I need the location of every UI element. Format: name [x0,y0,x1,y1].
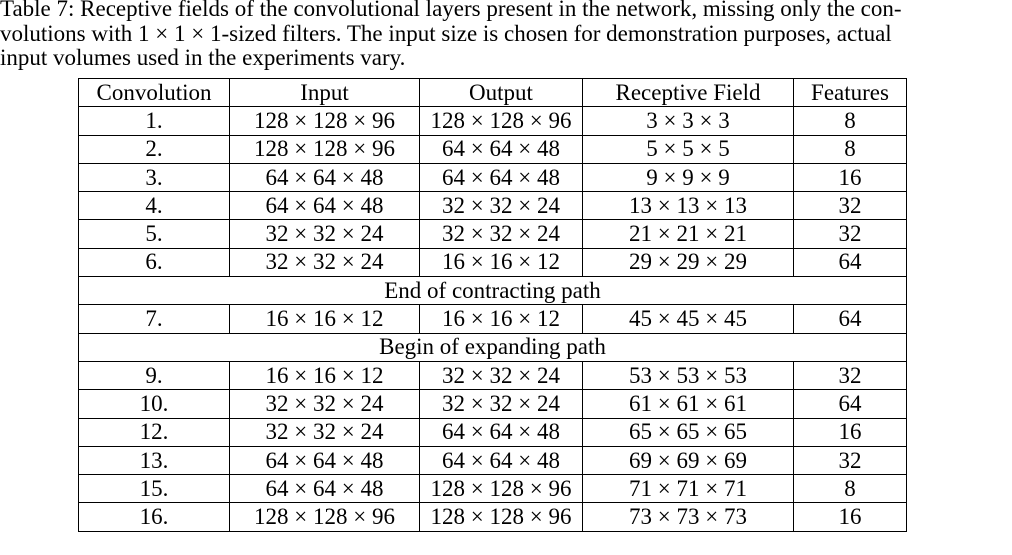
cell-output: 32 × 32 × 24 [419,360,583,391]
cell-receptive-field: 71 × 71 × 71 [582,474,794,504]
table-caption: Table 7: Receptive fields of the convolu… [0,0,1010,71]
cell-output: 64 × 64 × 48 [419,445,583,476]
section-row: End of contracting path [78,276,907,306]
table-row: 10. 32 × 32 × 24 32 × 32 × 24 61 × 61 × 61 6… [78,389,907,419]
cell-convolution: 15. [78,474,230,504]
cell-output: 16 × 16 × 12 [419,247,583,278]
header-input: Input [229,77,420,108]
cell-input: 64 × 64 × 48 [229,162,420,193]
cell-output: 64 × 64 × 48 [419,162,583,193]
header-output: Output [419,77,583,108]
cell-features: 32 [793,360,907,391]
header-features: Features [793,77,907,108]
cell-features: 32 [793,445,907,476]
receptive-fields-table: Convolution Input Output Receptive Field… [78,77,907,532]
cell-features: 8 [793,106,907,136]
caption-line: volutions with 1 × 1 × 1-sized filters. … [0,20,892,46]
cell-features: 8 [793,134,907,164]
cell-convolution: 6. [78,247,230,278]
cell-output: 128 × 128 × 96 [419,106,583,136]
cell-convolution: 10. [78,389,230,419]
cell-receptive-field: 73 × 73 × 73 [582,502,794,532]
cell-receptive-field: 45 × 45 × 45 [582,304,794,334]
cell-features: 16 [793,417,907,447]
section-row: Begin of expanding path [78,332,907,362]
table-row: 5. 32 × 32 × 24 32 × 32 × 24 21 × 21 × 21 32 [78,219,907,249]
table-row: 13. 64 × 64 × 48 64 × 64 × 48 69 × 69 × 69 3… [78,445,907,476]
cell-input: 16 × 16 × 12 [229,304,420,334]
cell-input: 32 × 32 × 24 [229,417,420,447]
cell-receptive-field: 9 × 9 × 9 [582,162,794,193]
table-row: 15. 64 × 64 × 48 128 × 128 × 96 71 × 71 × 7… [78,474,907,504]
cell-receptive-field: 3 × 3 × 3 [582,106,794,136]
table-row: 3. 64 × 64 × 48 64 × 64 × 48 9 × 9 × 9 16 [78,162,907,193]
cell-convolution: 12. [78,417,230,447]
cell-features: 64 [793,389,907,419]
caption-line: input volumes used in the experiments va… [0,45,406,70]
cell-output: 32 × 32 × 24 [419,389,583,419]
cell-input: 128 × 128 × 96 [229,134,420,164]
cell-features: 64 [793,304,907,334]
cell-receptive-field: 53 × 53 × 53 [582,360,794,391]
table-row: 16. 128 × 128 × 96 128 × 128 × 96 73 × 73 ×… [78,502,907,532]
cell-convolution: 2. [78,134,230,164]
cell-features: 64 [793,247,907,278]
cell-output: 32 × 32 × 24 [419,191,583,221]
cell-convolution: 1. [78,106,230,136]
cell-output: 128 × 128 × 96 [419,502,583,532]
cell-features: 32 [793,219,907,249]
table-row: 7. 16 × 16 × 12 16 × 16 × 12 45 × 45 × 45 64 [78,304,907,334]
table-row: 6. 32 × 32 × 24 16 × 16 × 12 29 × 29 × 29 64 [78,247,907,278]
cell-input: 64 × 64 × 48 [229,445,420,476]
header-receptive-field: Receptive Field [582,77,794,108]
cell-convolution: 5. [78,219,230,249]
cell-output: 128 × 128 × 96 [419,474,583,504]
cell-input: 32 × 32 × 24 [229,219,420,249]
cell-input: 128 × 128 × 96 [229,502,420,532]
cell-convolution: 7. [78,304,230,334]
cell-output: 64 × 64 × 48 [419,134,583,164]
cell-features: 8 [793,474,907,504]
cell-convolution: 13. [78,445,230,476]
cell-receptive-field: 21 × 21 × 21 [582,219,794,249]
section-begin-expanding-path: Begin of expanding path [78,332,907,362]
table-row: 9. 16 × 16 × 12 32 × 32 × 24 53 × 53 × 53 32 [78,360,907,391]
cell-input: 16 × 16 × 12 [229,360,420,391]
cell-receptive-field: 29 × 29 × 29 [582,247,794,278]
cell-input: 64 × 64 × 48 [229,474,420,504]
table-header-row: Convolution Input Output Receptive Field… [78,77,907,108]
cell-features: 16 [793,162,907,193]
section-end-contracting-path: End of contracting path [78,276,907,306]
cell-output: 32 × 32 × 24 [419,219,583,249]
cell-receptive-field: 65 × 65 × 65 [582,417,794,447]
cell-input: 64 × 64 × 48 [229,191,420,221]
cell-features: 16 [793,502,907,532]
cell-convolution: 16. [78,502,230,532]
cell-input: 128 × 128 × 96 [229,106,420,136]
cell-convolution: 9. [78,360,230,391]
cell-convolution: 4. [78,191,230,221]
caption-line: Table 7: Receptive fields of the convolu… [0,0,902,21]
cell-input: 32 × 32 × 24 [229,247,420,278]
cell-receptive-field: 13 × 13 × 13 [582,191,794,221]
table-row: 12. 32 × 32 × 24 64 × 64 × 48 65 × 65 × 65 1… [78,417,907,447]
cell-convolution: 3. [78,162,230,193]
cell-output: 16 × 16 × 12 [419,304,583,334]
cell-features: 32 [793,191,907,221]
cell-receptive-field: 5 × 5 × 5 [582,134,794,164]
cell-input: 32 × 32 × 24 [229,389,420,419]
cell-receptive-field: 61 × 61 × 61 [582,389,794,419]
cell-output: 64 × 64 × 48 [419,417,583,447]
table-row: 4. 64 × 64 × 48 32 × 32 × 24 13 × 13 × 13 32 [78,191,907,221]
header-convolution: Convolution [78,77,230,108]
cell-receptive-field: 69 × 69 × 69 [582,445,794,476]
